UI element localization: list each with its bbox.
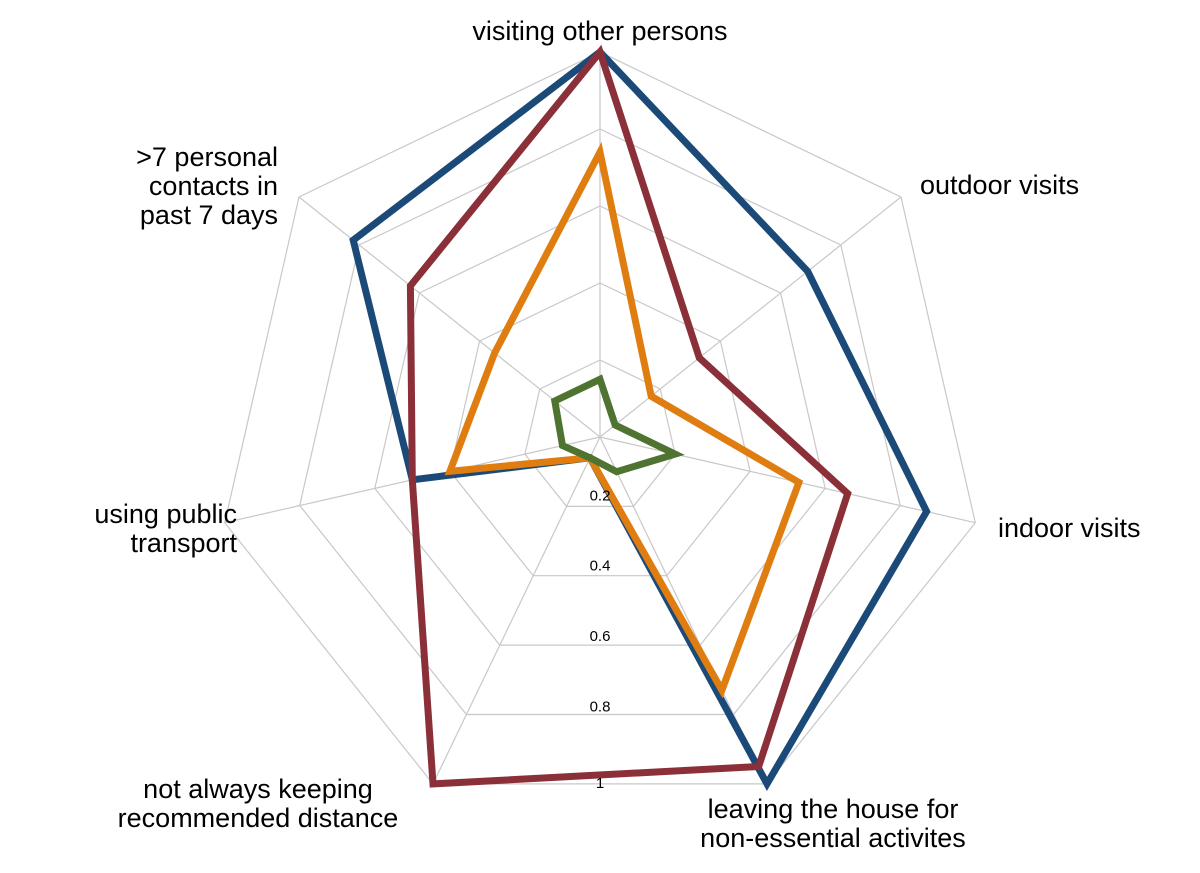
series-line-1 xyxy=(349,47,931,792)
axis-label-line: non-essential activites xyxy=(700,823,966,853)
axis-label-line: not always keeping xyxy=(143,774,373,804)
grid-ring xyxy=(224,51,976,785)
radar-series xyxy=(349,44,931,792)
radial-ticks: 0.2 0.4 0.6 0.8 1 xyxy=(590,487,611,792)
axis-label-line: past 7 days xyxy=(140,200,278,230)
tick-label: 0.8 xyxy=(590,699,611,716)
tick-label: 0.6 xyxy=(590,628,611,645)
series-line-2 xyxy=(406,44,852,788)
series-line-4 xyxy=(550,374,685,476)
grid-ring xyxy=(299,128,901,716)
series-line-3 xyxy=(444,141,804,699)
axis-label-line: using public xyxy=(94,499,237,529)
axis-label-line: outdoor visits xyxy=(920,170,1079,200)
axis-label: outdoor visits xyxy=(920,170,1079,200)
tick-label: 1 xyxy=(596,775,604,792)
axis-label: visiting other persons xyxy=(472,16,727,46)
axis-label-line: transport xyxy=(130,528,237,558)
axis-label: indoor visits xyxy=(998,513,1141,543)
axis-label-line: leaving the house for xyxy=(708,794,959,824)
axis-spoke xyxy=(432,436,601,785)
tick-label: 0.2 xyxy=(590,487,611,504)
axis-spoke xyxy=(298,196,601,438)
axis-label-line: >7 personal xyxy=(136,142,278,172)
axis-label-line: contacts in xyxy=(149,171,278,201)
axis-labels: visiting other persons outdoor visits indo… xyxy=(94,16,1140,853)
axis-label-line: visiting other persons xyxy=(472,16,727,46)
axis-label-line: recommended distance xyxy=(118,803,399,833)
axis-label-line: indoor visits xyxy=(998,513,1141,543)
grid-ring xyxy=(449,282,751,577)
radar-grid xyxy=(224,51,976,785)
tick-label: 0.4 xyxy=(590,558,611,575)
